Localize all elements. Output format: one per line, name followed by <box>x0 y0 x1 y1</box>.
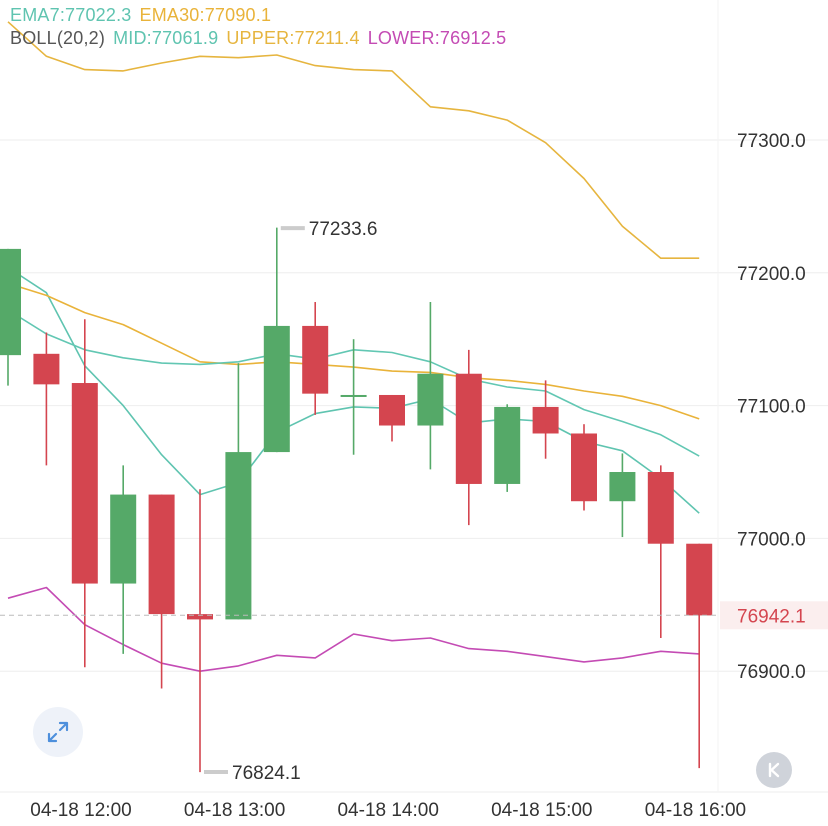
legend-boll-lower: LOWER:76912.5 <box>367 28 507 48</box>
candle-body <box>571 433 597 502</box>
series-line-upper <box>7 21 700 260</box>
candle-body <box>417 373 444 426</box>
candle-body <box>494 406 521 484</box>
legend-ema7: EMA7:77022.3 <box>10 5 132 25</box>
last-price-badge <box>720 601 828 630</box>
series-line-lower <box>7 586 700 673</box>
legend-boll-mid: MID:77061.9 <box>113 28 219 48</box>
candle-body <box>302 325 329 394</box>
candle-body <box>33 353 60 385</box>
x-tick-label: 04-18 14:00 <box>337 800 438 821</box>
candle-body <box>379 394 405 426</box>
candle-body <box>686 543 713 616</box>
candle-body <box>532 406 559 434</box>
low-marker-label: 76824.1 <box>232 763 301 784</box>
y-tick-label: 77100.0 <box>737 397 806 418</box>
axes: 77300.0 77200.0 77100.0 77000.0 76900.0 04-18… <box>30 131 805 821</box>
collapse-k-icon <box>768 762 780 778</box>
candle-body <box>148 494 175 615</box>
x-tick-label: 04-18 15:00 <box>491 800 592 821</box>
legend-ema: EMA7:77022.3 EMA30:77090.1 <box>10 5 279 26</box>
legend-ema30: EMA30:77090.1 <box>139 5 272 25</box>
candle-body <box>225 452 252 620</box>
candle-body <box>609 472 636 502</box>
high-marker-label: 77233.6 <box>309 219 378 240</box>
x-tick-label: 04-18 12:00 <box>30 800 131 821</box>
x-tick-label: 04-18 13:00 <box>184 800 285 821</box>
extreme-markers: 76942.1 77233.6 76824.1 <box>0 219 828 784</box>
y-tick-label: 77200.0 <box>737 264 806 285</box>
candle-body <box>647 472 674 544</box>
legend-boll: BOLL(20,2) MID:77061.9 UPPER:77211.4 LOWER:… <box>10 28 514 49</box>
y-tick-label: 77300.0 <box>737 131 806 152</box>
candle-body <box>340 394 367 397</box>
y-tick-label: 76900.0 <box>737 662 806 683</box>
candles <box>0 227 713 773</box>
expand-button[interactable] <box>33 707 83 757</box>
grid-layer <box>0 0 828 793</box>
legend-boll-title: BOLL(20,2) <box>10 28 106 48</box>
y-tick-label: 77000.0 <box>737 529 806 550</box>
collapse-button[interactable] <box>756 752 792 788</box>
candle-body <box>263 325 290 453</box>
candle-body <box>455 373 482 484</box>
candle-body <box>187 614 213 620</box>
legend-boll-upper: UPPER:77211.4 <box>226 28 360 48</box>
expand-arrows-icon <box>47 721 69 743</box>
candle-body <box>110 494 137 584</box>
last-price-label: 76942.1 <box>737 606 806 627</box>
x-tick-label: 04-18 16:00 <box>645 800 746 821</box>
candle-body <box>0 248 21 356</box>
candle-body <box>71 383 98 584</box>
